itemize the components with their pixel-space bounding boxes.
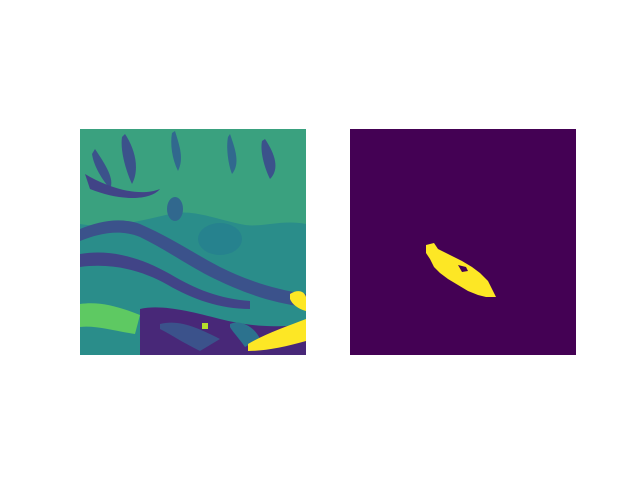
mri-sulcus [121,134,136,184]
mri-dark-band [80,220,306,307]
mri-sulcus [227,134,237,174]
mri-bright-spot [202,323,208,329]
mri-dark-band [80,252,250,309]
segmentation-mask-image [350,129,576,355]
mri-bright-tissue [80,303,140,334]
mri-upper-tissue [80,129,306,226]
mri-slice-image [80,129,306,355]
mri-sulcus [261,139,276,179]
mri-slice-canvas [80,129,306,355]
mask-background [350,129,576,355]
mri-sulcus [85,174,160,198]
mri-lower-structure [160,322,220,351]
mask-hole [458,265,468,272]
mri-sulcus [92,149,112,189]
mri-structure [167,197,183,221]
mri-bright-spot [290,291,306,311]
mri-sulcus [171,131,182,171]
segmentation-mask-canvas [350,129,576,355]
mri-bright-spot [248,319,306,351]
mri-lower-structure [230,322,260,347]
mri-structure [198,223,242,255]
